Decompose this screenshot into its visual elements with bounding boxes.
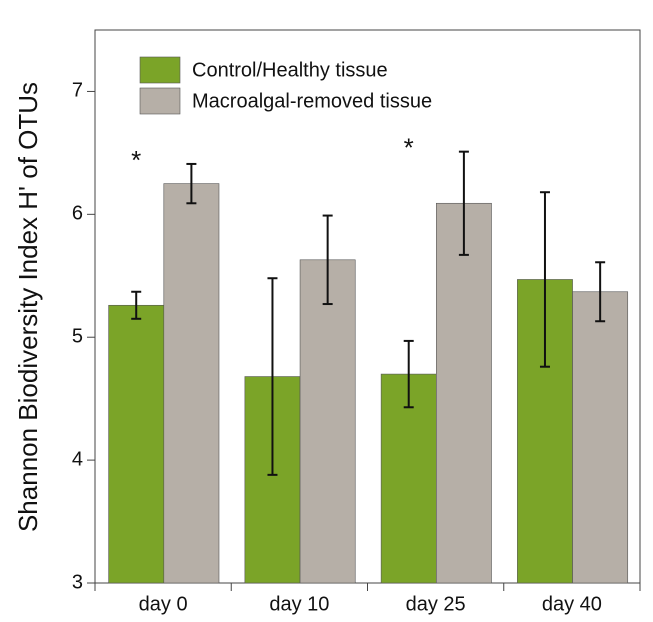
y-tick-label: 6 [72,203,83,225]
error-bar [539,191,550,368]
x-tick-label: day 0 [139,593,188,615]
y-axis-label: Shannon Biodiversity Index H' of OTUs [13,82,43,532]
error-bar [322,214,333,306]
bar [163,183,220,584]
error-bar [595,261,606,323]
error-bar [403,339,414,409]
error-bar [267,277,278,476]
y-tick-label: 5 [72,326,83,348]
legend-label: Control/Healthy tissue [192,59,388,81]
error-bar [458,150,469,256]
bar [380,373,437,584]
bar [299,259,356,584]
y-tick-label: 4 [72,448,83,470]
bar [436,202,492,584]
error-bar [131,290,142,320]
annotation: * [404,133,414,163]
annotation: * [131,145,141,175]
x-tick-label: day 10 [269,593,329,615]
legend-swatch [139,56,181,84]
bar [572,291,629,584]
legend-label: Macroalgal-removed tissue [192,90,432,112]
x-tick-label: day 25 [406,593,466,615]
error-bar [186,162,197,205]
x-tick-label: day 40 [542,593,602,615]
bar [108,304,165,584]
legend-swatch [139,87,181,115]
y-tick-label: 3 [72,571,83,593]
y-tick-label: 7 [72,80,83,102]
